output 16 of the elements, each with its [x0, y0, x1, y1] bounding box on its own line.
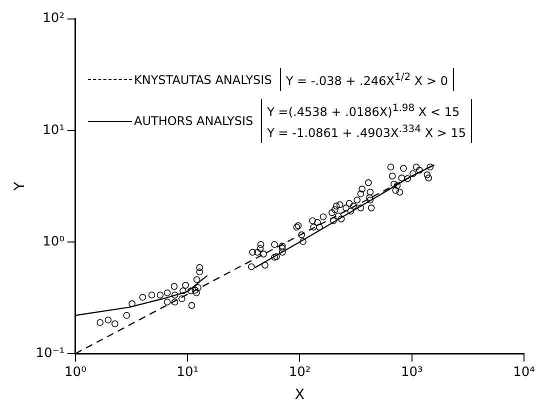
x-tick-label: 10³ [400, 364, 423, 380]
annotation: Y =(.4538 + .0186X)$^{1.98}$ X < 15 [267, 102, 461, 121]
x-tick-label: 10² [288, 364, 311, 380]
legend-label: KNYSTAUTAS ANALYSIS [134, 72, 272, 86]
y-tick-label: 10² [42, 11, 64, 26]
x-tick-label: 10⁴ [513, 364, 535, 380]
x-tick-label: 10⁰ [64, 364, 86, 380]
annotation: Y = -.038 + .246X$^{1/2}$ X > 0 [286, 71, 448, 90]
x-axis-title: X [294, 387, 305, 404]
y-tick-label: 10¹ [42, 122, 64, 138]
legend-label: AUTHORS ANALYSIS [134, 114, 254, 128]
annotation: Y = -1.0861 + .4903X$^{.334}$ X > 15 [267, 123, 466, 142]
x-tick-label: 10¹ [176, 364, 198, 380]
y-axis-title: Y [12, 181, 28, 192]
y-tick-label: 10⁰ [42, 234, 64, 250]
y-tick-label: 10⁻¹ [36, 346, 64, 361]
